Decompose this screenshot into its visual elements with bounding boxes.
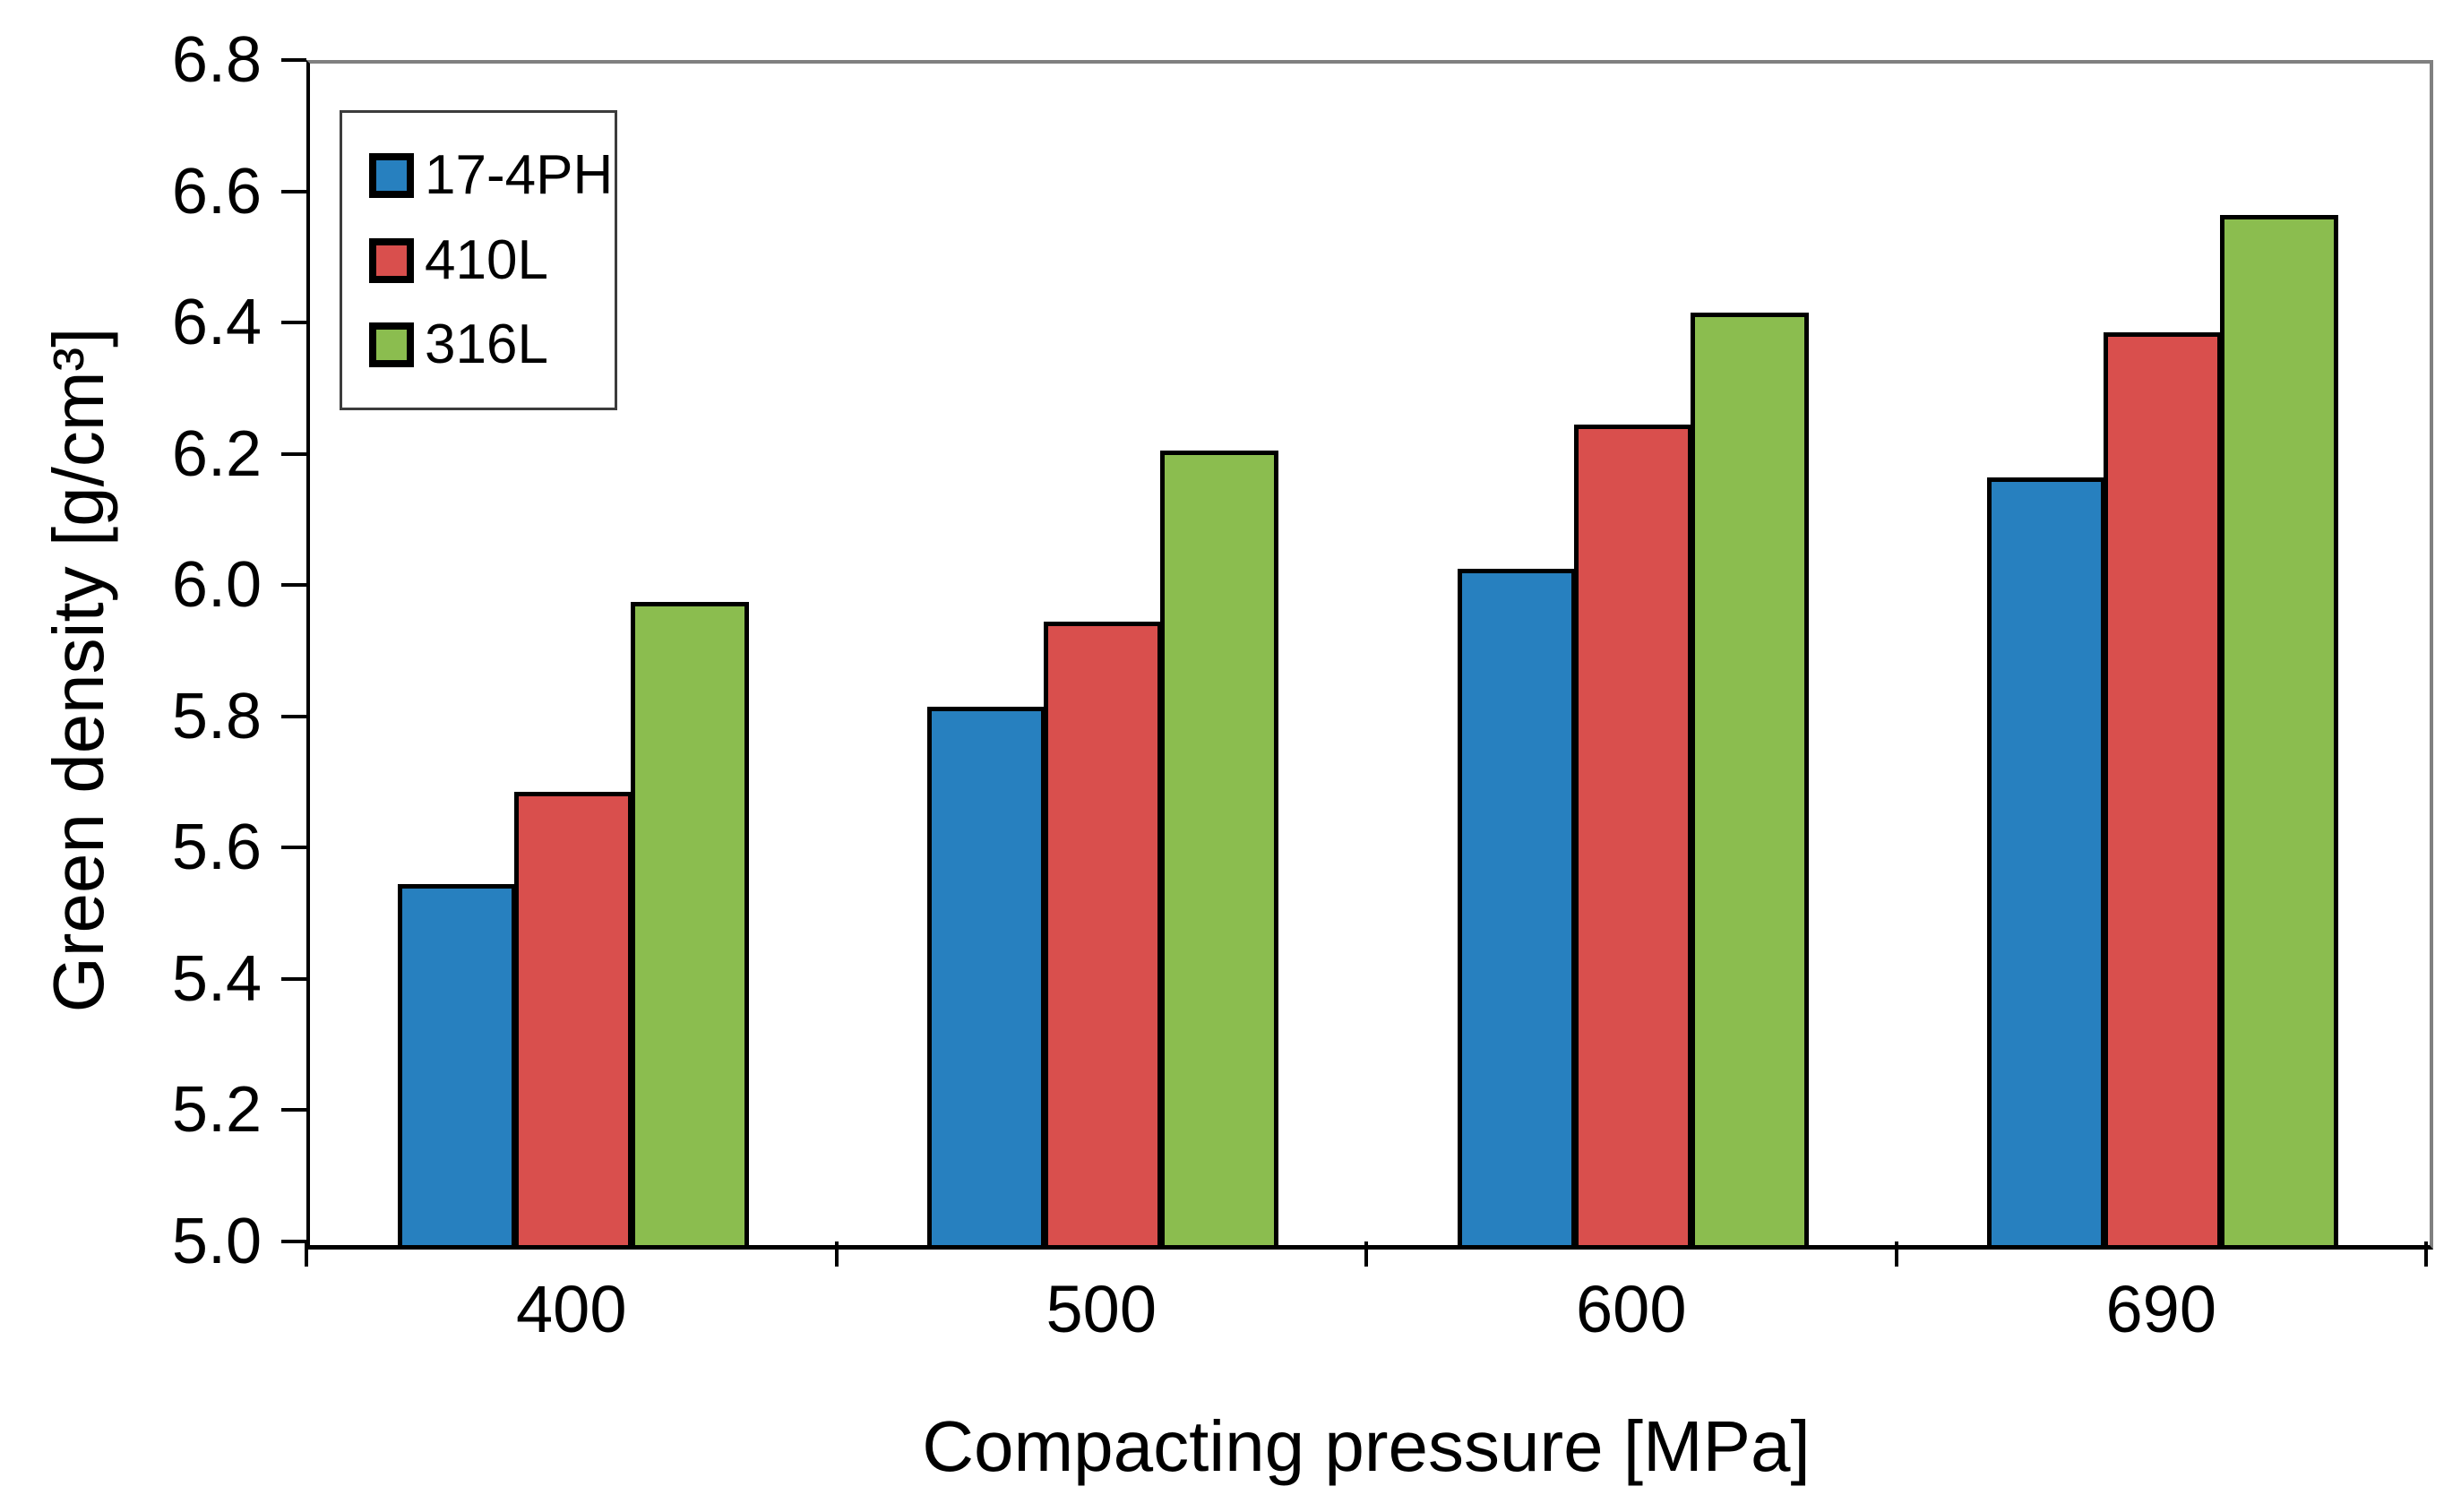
bar-17-4PH-500 xyxy=(927,707,1046,1245)
x-axis-tick-label: 400 xyxy=(516,1272,627,1346)
legend-item: 17-4PH xyxy=(369,143,615,206)
y-axis-tick xyxy=(281,1240,306,1243)
y-axis-tick xyxy=(281,846,306,850)
legend-label: 316L xyxy=(425,314,548,376)
bar-410L-500 xyxy=(1044,622,1163,1245)
y-axis-tick-label: 5.4 xyxy=(171,942,262,1015)
bar-316L-600 xyxy=(1690,313,1809,1245)
x-axis-tick-label: 600 xyxy=(1576,1272,1687,1346)
x-axis-tick xyxy=(1894,1241,1898,1267)
y-axis-tick xyxy=(281,321,306,325)
y-axis-tick xyxy=(281,58,306,62)
y-axis-tick xyxy=(281,1108,306,1113)
legend-item: 316L xyxy=(369,317,615,373)
bar-316L-690 xyxy=(2220,215,2339,1245)
bar-17-4PH-400 xyxy=(397,884,516,1245)
y-axis-tick-label: 5.8 xyxy=(171,680,262,752)
x-axis-tick xyxy=(834,1241,839,1267)
bar-316L-500 xyxy=(1160,451,1279,1245)
y-axis-tick xyxy=(281,976,306,981)
bar-17-4PH-690 xyxy=(1987,477,2106,1245)
y-axis-tick xyxy=(281,451,306,456)
x-axis-tick xyxy=(1364,1241,1368,1267)
bar-316L-400 xyxy=(630,602,749,1245)
legend-item: 410L xyxy=(369,228,615,291)
bar-410L-600 xyxy=(1573,425,1692,1245)
y-axis-tick-label: 6.4 xyxy=(171,287,262,359)
x-axis-tick xyxy=(305,1241,308,1267)
bar-410L-690 xyxy=(2104,332,2223,1245)
legend: 17-4PH 410L 316L xyxy=(340,110,617,410)
y-axis-tick-label: 6.8 xyxy=(171,24,262,96)
legend-swatch-17-4PH xyxy=(369,152,414,198)
legend-swatch-316L xyxy=(369,322,414,368)
y-axis-tick-label: 6.0 xyxy=(171,549,262,622)
y-axis-tick xyxy=(281,583,306,588)
y-axis-tick-label: 6.2 xyxy=(171,417,262,490)
y-axis-tick-label: 5.6 xyxy=(171,812,262,884)
legend-label: 410L xyxy=(425,228,548,291)
x-axis-tick-label: 690 xyxy=(2105,1272,2216,1346)
legend-swatch-410L xyxy=(369,237,414,283)
y-axis-tick-label: 5.2 xyxy=(171,1074,262,1147)
y-axis-tick xyxy=(281,189,306,193)
x-axis-tick-label: 500 xyxy=(1045,1272,1157,1346)
bar-410L-400 xyxy=(513,792,632,1245)
legend-label: 17-4PH xyxy=(425,143,614,206)
y-axis-tick xyxy=(281,714,306,718)
bar-17-4PH-600 xyxy=(1457,569,1576,1245)
y-axis-tick-label: 5.0 xyxy=(171,1206,262,1277)
y-axis-tick-label: 6.6 xyxy=(171,155,262,228)
x-axis-tick xyxy=(2424,1241,2428,1267)
x-axis-title: Compacting pressure [MPa] xyxy=(922,1406,1811,1486)
plot-area: 17-4PH 410L 316L xyxy=(306,60,2433,1250)
